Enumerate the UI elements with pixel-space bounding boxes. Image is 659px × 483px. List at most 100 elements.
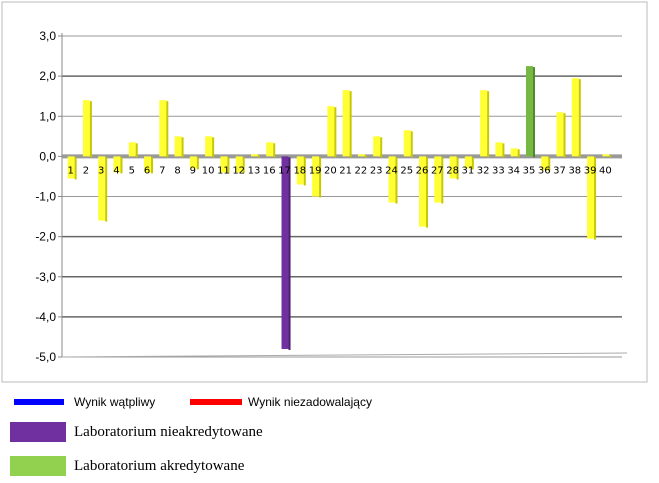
x-tick-label: 13 (248, 165, 261, 176)
x-tick-label: 6 (144, 165, 150, 176)
bar-18 (296, 156, 304, 185)
bar-side (532, 67, 535, 158)
legend-item-non-accredited: Laboratorium nieakredytowane (10, 422, 263, 442)
bar-33 (495, 142, 503, 157)
bar-side (181, 137, 184, 158)
bar-side (288, 157, 291, 350)
bar-37 (556, 112, 564, 157)
bar-34 (510, 148, 518, 157)
x-tick-label: 34 (507, 165, 520, 176)
y-tick-label: 1,0 (39, 109, 56, 123)
x-tick-label: 32 (477, 165, 490, 176)
bar-19 (312, 156, 320, 197)
y-tick-label: -5,0 (35, 350, 56, 364)
bar-11 (220, 156, 228, 173)
bar-13 (250, 154, 258, 157)
x-tick-label: 40 (599, 165, 612, 176)
y-tick-label: 3,0 (39, 29, 56, 43)
x-tick-label: 8 (174, 165, 180, 176)
bar-22 (357, 154, 365, 157)
x-tick-label: 35 (523, 165, 536, 176)
bar-21 (342, 90, 350, 157)
legend-item-doubtful: Wynik wątpliwy (14, 395, 155, 409)
bar-side (89, 101, 92, 158)
x-tick-label: 7 (159, 165, 165, 176)
y-tick-label: 2,0 (39, 69, 56, 83)
x-tick-label: 1 (67, 165, 73, 176)
x-tick-label: 23 (370, 165, 383, 176)
bar-24 (388, 156, 396, 203)
bar-side (242, 157, 245, 174)
legend-swatch-red (190, 399, 242, 405)
bar-chart: 3,02,01,00,0-1,0-2,0-3,0-4,0-5,01 2 3 4 5 6 7 8… (1, 1, 648, 383)
bar-side (487, 91, 490, 158)
bar-side (502, 143, 505, 158)
bar-32 (480, 90, 488, 157)
x-tick-label: 39 (584, 165, 597, 176)
x-tick-label: 4 (113, 165, 119, 176)
x-tick-label: 3 (98, 165, 104, 176)
bar-5 (128, 142, 136, 157)
bar-side (548, 157, 551, 172)
legend-label: Laboratorium akredytowane (74, 457, 245, 474)
x-tick-label: 11 (217, 165, 230, 176)
bar-9 (189, 156, 197, 169)
bar-side (120, 157, 123, 174)
x-tick-label: 37 (553, 165, 566, 176)
legend-label: Wynik wątpliwy (74, 395, 156, 409)
bar-25 (403, 130, 411, 157)
x-tick-label: 31 (461, 165, 474, 176)
bar-28 (449, 156, 457, 179)
x-tick-label: 33 (492, 165, 505, 176)
zero-axis (62, 154, 622, 159)
bar-side (364, 155, 367, 158)
bar-2 (82, 100, 90, 157)
bar-1 (67, 156, 75, 179)
x-tick-label: 12 (232, 165, 245, 176)
x-tick-label: 19 (309, 165, 322, 176)
bar-39 (587, 156, 595, 239)
bar-side (410, 131, 413, 158)
bar-23 (373, 136, 381, 157)
y-tick-label: -3,0 (35, 270, 56, 284)
bar-side (578, 79, 581, 158)
x-tick-label: 10 (202, 165, 215, 176)
x-tick-label: 5 (129, 165, 135, 176)
x-tick-label: 16 (263, 165, 276, 176)
bar-side (349, 91, 352, 158)
legend-swatch-purple (10, 422, 66, 442)
y-tick-label: 0,0 (39, 149, 56, 163)
legend-label: Wynik niezadowalający (248, 395, 372, 409)
x-tick-label: 26 (416, 165, 429, 176)
bar-side (517, 149, 520, 158)
floor-line (61, 352, 628, 358)
bar-side (441, 157, 444, 204)
bar-7 (159, 100, 167, 157)
y-tick-label: -4,0 (35, 310, 56, 324)
bar-40 (602, 154, 610, 157)
bar-3 (98, 156, 106, 221)
bar-side (609, 155, 612, 158)
x-tick-label: 9 (190, 165, 196, 176)
bar-10 (205, 136, 213, 157)
bar-38 (571, 78, 579, 157)
bar-8 (174, 136, 182, 157)
bar-side (257, 155, 260, 158)
bar-side (563, 113, 566, 158)
bar-side (135, 143, 138, 158)
legend-label: Laboratorium nieakredytowane (74, 423, 263, 440)
bar-side (212, 137, 215, 158)
x-tick-label: 20 (324, 165, 337, 176)
bar-side (166, 101, 169, 158)
chart-frame (1, 1, 648, 383)
bar-35 (525, 66, 533, 157)
bar-side (334, 107, 337, 158)
x-tick-label: 38 (568, 165, 581, 176)
legend-swatch-blue (14, 399, 64, 405)
bar-side (227, 157, 230, 174)
legend-swatch-green (10, 456, 66, 476)
bar-6 (144, 156, 152, 173)
bar-17 (281, 156, 289, 349)
x-tick-label: 27 (431, 165, 444, 176)
bar-side (426, 157, 429, 228)
